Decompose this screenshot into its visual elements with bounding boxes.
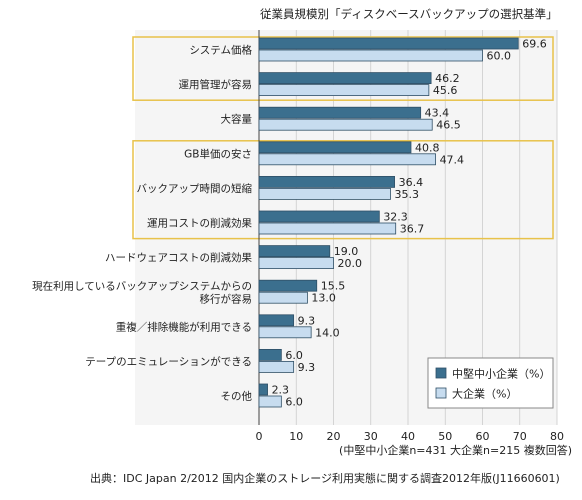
bar-series-1 <box>258 279 318 292</box>
x-tick-label: 50 <box>438 430 452 443</box>
category-label: 重複／排除機能が利用できる <box>116 320 252 333</box>
chart-title: 従業員規模別「ディスクベースバックアップの選択基準」 <box>260 7 558 21</box>
source-text: 出典：IDC Japan 2/2012 国内企業のストレージ利用実態に関する調査… <box>90 472 560 485</box>
category-label: システム価格 <box>189 44 252 57</box>
data-label: 36.7 <box>400 223 425 236</box>
x-tick-label: 0 <box>256 430 263 443</box>
category-label: 現在利用しているバックアップシステムからの <box>32 281 252 293</box>
bar-series-2 <box>258 360 295 373</box>
data-label: 6.0 <box>285 349 303 362</box>
legend-label: 中堅中小企業（%） <box>452 367 550 381</box>
category-label: 運用管理が容易 <box>179 78 253 91</box>
category-label: 移行が容易 <box>200 293 253 306</box>
x-tick-label: 80 <box>550 430 564 443</box>
bar-series-1 <box>258 175 395 188</box>
category-label: GB単価の安さ <box>184 147 252 160</box>
data-label: 36.4 <box>399 176 424 189</box>
bar-series-1 <box>258 210 380 223</box>
data-label: 60.0 <box>487 50 512 63</box>
x-tick-label: 70 <box>513 430 527 443</box>
bar-series-2 <box>258 326 312 339</box>
data-label: 6.0 <box>285 396 303 409</box>
legend-swatch <box>435 367 447 379</box>
data-label: 15.5 <box>321 280 346 293</box>
legend-box <box>427 357 554 409</box>
x-tick-label: 40 <box>401 430 415 443</box>
x-tick-label: 20 <box>327 430 341 443</box>
data-label: 45.6 <box>433 84 458 97</box>
highlight-box <box>132 140 554 240</box>
bar-series-1 <box>258 245 331 258</box>
data-label: 14.0 <box>315 326 340 339</box>
legend-swatch <box>435 387 447 399</box>
data-label: 46.2 <box>435 72 460 85</box>
data-label: 13.0 <box>311 292 336 305</box>
data-label: 47.4 <box>440 153 465 166</box>
bar-series-2 <box>258 187 391 200</box>
legend-label: 大企業（%） <box>452 387 517 401</box>
bar-series-2 <box>258 118 433 131</box>
bar-series-2 <box>258 222 397 235</box>
data-label: 2.3 <box>272 384 290 397</box>
bar-series-1 <box>258 72 432 84</box>
data-label: 9.3 <box>298 361 316 374</box>
bar-series-2 <box>258 153 436 166</box>
bar-series-2 <box>258 291 308 304</box>
bar-series-2 <box>258 395 282 408</box>
bar-series-2 <box>258 257 334 270</box>
bar-series-1 <box>258 383 268 396</box>
data-label: 20.0 <box>338 257 363 270</box>
category-label: テープのエミュレーションができる <box>85 355 252 368</box>
bar-series-2 <box>258 49 483 62</box>
x-tick-label: 30 <box>364 430 378 443</box>
data-label: 46.5 <box>436 119 461 132</box>
data-label: 32.3 <box>383 211 408 224</box>
category-label: その他 <box>221 390 253 403</box>
bar-series-1 <box>258 348 282 361</box>
bar-series-1 <box>258 37 519 50</box>
data-label: 9.3 <box>298 314 316 327</box>
bar-series-1 <box>258 106 422 119</box>
bar-series-2 <box>258 84 430 96</box>
data-label: 69.6 <box>522 38 547 51</box>
data-label: 35.3 <box>394 188 419 201</box>
sample-note: (中堅中小企業n=431 大企業n=215 複数回答) <box>339 444 572 457</box>
category-label: 大容量 <box>221 113 253 126</box>
data-label: 19.0 <box>334 245 359 258</box>
data-label: 40.8 <box>415 141 440 154</box>
bar-series-1 <box>258 314 295 327</box>
bar-series-1 <box>258 141 412 154</box>
category-label: ハードウェアコストの削減効果 <box>105 251 252 264</box>
x-tick-label: 60 <box>476 430 490 443</box>
category-label: バックアップ時間の短縮 <box>137 182 253 195</box>
x-tick-label: 10 <box>289 430 303 443</box>
data-label: 43.4 <box>425 107 450 120</box>
highlight-box <box>132 36 554 101</box>
category-label: 運用コストの削減効果 <box>147 217 252 230</box>
